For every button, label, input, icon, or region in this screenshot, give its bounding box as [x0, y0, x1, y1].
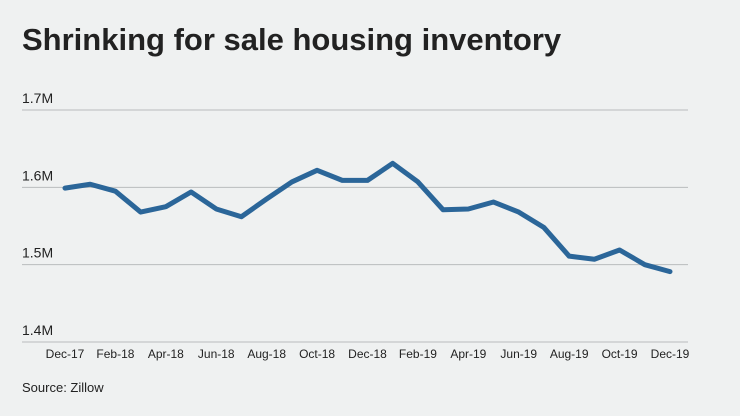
chart-title: Shrinking for sale housing inventory — [22, 22, 562, 57]
x-tick-label: Jun-19 — [500, 347, 537, 361]
x-tick-label: Dec-17 — [46, 347, 85, 361]
x-tick-label: Aug-18 — [247, 347, 286, 361]
x-tick-label: Oct-18 — [299, 347, 335, 361]
data-line — [62, 160, 673, 275]
x-tick-label: Dec-19 — [651, 347, 690, 361]
x-tick-label: Feb-19 — [399, 347, 437, 361]
x-tick-label: Dec-18 — [348, 347, 387, 361]
x-tick-label: Apr-19 — [450, 347, 486, 361]
x-tick-label: Jun-18 — [198, 347, 235, 361]
x-tick-label: Apr-18 — [148, 347, 184, 361]
x-tick-label: Oct-19 — [602, 347, 638, 361]
y-tick-label: 1.4M — [22, 322, 53, 338]
x-tick-label: Feb-18 — [96, 347, 134, 361]
y-tick-label: 1.7M — [22, 90, 53, 106]
source-note: Source: Zillow — [22, 380, 104, 395]
y-tick-label: 1.5M — [22, 245, 53, 261]
y-tick-label: 1.6M — [22, 167, 53, 183]
x-tick-label: Aug-19 — [550, 347, 589, 361]
